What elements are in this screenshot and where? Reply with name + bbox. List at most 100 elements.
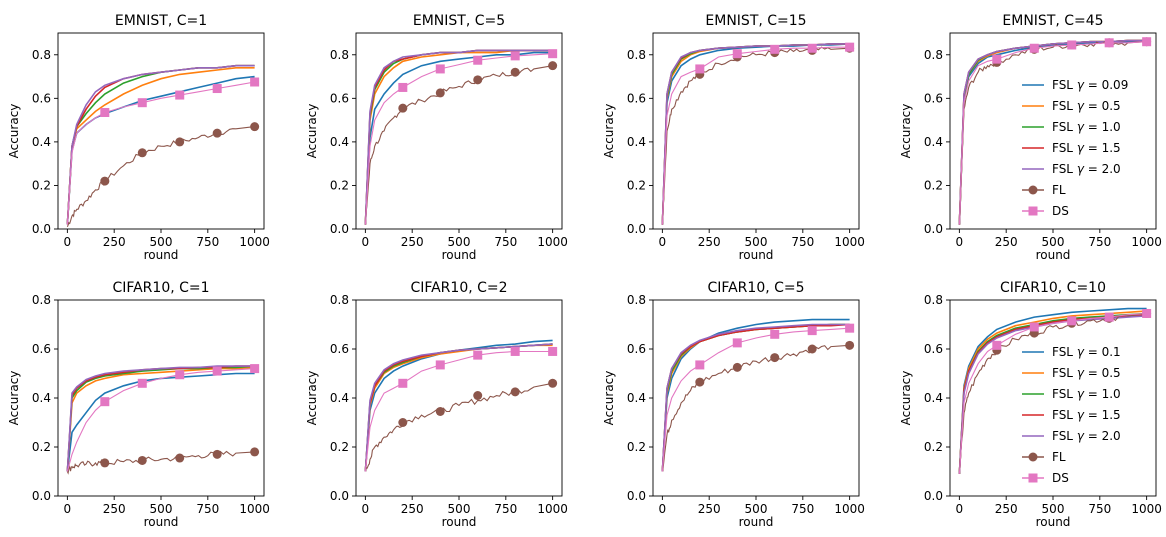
subplot: 0 250 500 750 1000 0.0 0.2 0.4 0.6 0.8 CIFAR10, C=… bbox=[7, 280, 270, 529]
legend-label-value: = 1.5 bbox=[1084, 141, 1121, 155]
subplot: 0 250 500 750 1000 0.0 0.2 0.4 0.6 0.8 CIFAR10, C=… bbox=[602, 280, 865, 529]
data-point bbox=[100, 397, 110, 407]
legend-label-symbol: γ bbox=[1077, 387, 1085, 401]
legend-label-prefix: FSL bbox=[1052, 99, 1077, 113]
data-point bbox=[100, 458, 110, 468]
data-point bbox=[100, 176, 110, 186]
legend-label-value: = 0.5 bbox=[1084, 99, 1121, 113]
legend-label-prefix: FL bbox=[1052, 450, 1066, 464]
data-point bbox=[992, 54, 1002, 64]
data-point bbox=[212, 366, 222, 376]
legend-label-symbol: γ bbox=[1077, 345, 1085, 359]
x-tick-label: 0 bbox=[956, 502, 964, 516]
legend-label: FL bbox=[1052, 183, 1066, 197]
legend-label: FSL γ = 0.5 bbox=[1052, 366, 1121, 380]
series-line bbox=[661, 46, 850, 225]
legend-label-prefix: FL bbox=[1052, 183, 1066, 197]
x-tick-label: 500 bbox=[1042, 235, 1065, 249]
y-tick-label: 0.0 bbox=[627, 489, 646, 503]
x-tick-label: 750 bbox=[494, 235, 517, 249]
data-point bbox=[845, 323, 855, 333]
x-tick-label: 750 bbox=[196, 502, 219, 516]
legend-label-value: = 1.0 bbox=[1084, 120, 1121, 134]
legend-label-symbol: γ bbox=[1077, 99, 1085, 113]
series-line bbox=[661, 344, 850, 472]
x-tick-label: 1000 bbox=[239, 502, 270, 516]
x-tick-label: 1000 bbox=[834, 502, 865, 516]
data-point bbox=[1142, 37, 1152, 47]
y-tick-label: 0.0 bbox=[330, 222, 349, 236]
data-point bbox=[992, 340, 1002, 350]
data-point bbox=[100, 107, 110, 117]
x-tick-label: 0 bbox=[362, 235, 370, 249]
series-line bbox=[661, 318, 850, 472]
y-tick-label: 0.6 bbox=[32, 91, 51, 105]
data-point bbox=[695, 64, 705, 74]
y-tick-label: 0.0 bbox=[924, 489, 943, 503]
x-tick-label: 500 bbox=[150, 235, 173, 249]
x-tick-label: 250 bbox=[401, 235, 424, 249]
y-tick-label: 0.2 bbox=[627, 440, 646, 454]
x-tick-label: 500 bbox=[1042, 502, 1065, 516]
data-point bbox=[137, 98, 147, 108]
legend-label-value: = 1.5 bbox=[1084, 408, 1121, 422]
data-point bbox=[845, 42, 855, 52]
legend-label: FL bbox=[1052, 450, 1066, 464]
series-line bbox=[364, 65, 553, 225]
data-point bbox=[473, 55, 483, 65]
data-point bbox=[473, 391, 483, 401]
y-tick-label: 0.2 bbox=[627, 178, 646, 192]
series-line bbox=[66, 67, 255, 225]
x-tick-label: 250 bbox=[698, 502, 721, 516]
data-point bbox=[435, 88, 445, 98]
x-axis-label: round bbox=[144, 248, 179, 262]
chart-title: CIFAR10, C=2 bbox=[410, 280, 507, 296]
legend-label-prefix: FSL bbox=[1052, 141, 1077, 155]
y-tick-label: 0.0 bbox=[924, 222, 943, 236]
data-point bbox=[1029, 322, 1039, 332]
chart-title: EMNIST, C=45 bbox=[1002, 13, 1103, 29]
y-tick-label: 0.6 bbox=[924, 91, 943, 105]
y-tick-label: 0.4 bbox=[330, 391, 349, 405]
legend-label-prefix: FSL bbox=[1052, 120, 1077, 134]
y-tick-label: 0.4 bbox=[627, 391, 646, 405]
legend-label-prefix: FSL bbox=[1052, 366, 1077, 380]
series-line bbox=[958, 312, 1147, 474]
series-line bbox=[66, 64, 255, 225]
x-tick-label: 250 bbox=[995, 502, 1018, 516]
legend-marker bbox=[1028, 206, 1038, 216]
legend-label-prefix: DS bbox=[1052, 471, 1069, 485]
x-tick-label: 750 bbox=[494, 502, 517, 516]
y-tick-label: 0.4 bbox=[924, 135, 943, 149]
chart-title: EMNIST, C=5 bbox=[413, 13, 505, 29]
legend-label-value: = 1.0 bbox=[1084, 387, 1121, 401]
data-point bbox=[510, 387, 520, 397]
x-tick-label: 1000 bbox=[1131, 235, 1162, 249]
data-point bbox=[435, 406, 445, 416]
y-tick-label: 0.4 bbox=[32, 135, 51, 149]
subplot: 0 250 500 750 1000 0.0 0.2 0.4 0.6 0.8 EMNIST, C=4… bbox=[899, 13, 1162, 262]
data-point bbox=[175, 90, 185, 100]
y-tick-label: 0.0 bbox=[330, 489, 349, 503]
y-tick-label: 0.8 bbox=[32, 48, 51, 62]
y-tick-label: 0.6 bbox=[330, 342, 349, 356]
y-tick-label: 0.4 bbox=[330, 135, 349, 149]
legend-label: FSL γ = 0.5 bbox=[1052, 99, 1121, 113]
chart-title: CIFAR10, C=5 bbox=[707, 280, 804, 296]
y-tick-label: 0.8 bbox=[627, 48, 646, 62]
legend-label-value: = 2.0 bbox=[1084, 429, 1121, 443]
data-point bbox=[732, 362, 742, 372]
data-point bbox=[212, 128, 222, 138]
x-tick-label: 0 bbox=[659, 502, 667, 516]
legend-label-value: = 0.5 bbox=[1084, 366, 1121, 380]
data-point bbox=[695, 377, 705, 387]
data-point bbox=[137, 378, 147, 388]
x-axis-label: round bbox=[739, 515, 774, 529]
series-line bbox=[66, 64, 255, 225]
data-point bbox=[137, 148, 147, 158]
legend-label-prefix: FSL bbox=[1052, 429, 1077, 443]
data-point bbox=[398, 103, 408, 113]
legend-label-symbol: γ bbox=[1077, 141, 1085, 155]
series-line bbox=[661, 323, 850, 472]
